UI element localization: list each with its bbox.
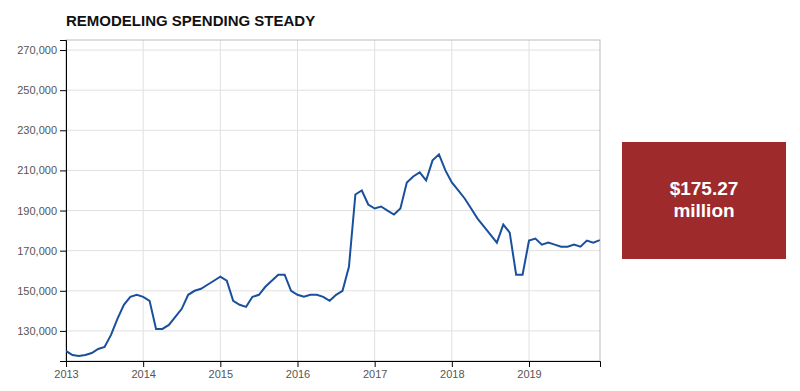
x-tick: 2013 [54,361,78,380]
grid-line-x [451,40,452,361]
y-axis-line [60,41,67,362]
x-tick-label: 2013 [54,368,78,380]
grid-line-y [66,290,600,291]
x-tick: 2019 [517,361,541,380]
title: REMODELING SPENDING STEADY [66,12,315,29]
annotation-line: $175.27 [670,178,739,199]
y-tick-mark [60,170,66,171]
y-tick-label: 170,000 [17,245,57,257]
x-tick: 2014 [131,361,155,380]
y-tick: 230,000 [17,124,66,136]
grid-line-x [220,40,221,361]
y-tick-label: 130,000 [17,325,57,337]
grid [66,40,600,361]
y-tick-mark [60,130,66,131]
y-tick-label: 190,000 [17,205,57,217]
grid-line-x [529,40,530,361]
y-tick-mark [60,331,66,332]
x-tick: 2016 [286,361,310,380]
y-tick-mark [60,291,66,292]
annotation-box [622,142,786,259]
x-tick-mark [220,361,221,367]
x-tick-label: 2016 [286,368,310,380]
grid-line-x [143,40,144,361]
grid-line-y [66,210,600,211]
y-tick: 210,000 [17,164,66,176]
x-tick-label: 2018 [440,368,464,380]
grid-line-y [66,170,600,171]
y-tick: 170,000 [17,245,66,257]
y-tick-label: 210,000 [17,164,57,176]
chart: 130,000 150,000 170,000 190,000 210,000 230,0… [0,0,800,391]
grid-line-y [66,250,600,251]
x-tick-label: 2015 [209,368,233,380]
plot: 130,000 150,000 170,000 190,000 210,000 230,0… [17,40,600,380]
x-tick-label: 2014 [131,368,155,380]
x-tick-mark [529,361,530,367]
x-tick: 2017 [363,361,387,380]
x-tick-label: 2017 [363,368,387,380]
y-axis: 130,000 150,000 170,000 190,000 210,000 230,0… [17,41,66,362]
line [66,154,600,356]
annotation-text: $175.27million [670,178,739,221]
y-tick-mark [60,50,66,51]
y-tick-label: 250,000 [17,84,57,96]
y-tick-mark [60,251,66,252]
x-axis: 2013 2014 2015 2016 2017 2018 2019 [54,361,600,380]
grid-line-y [66,90,600,91]
y-tick: 190,000 [17,205,66,217]
x-tick: 2018 [440,361,464,380]
x-tick-mark [452,361,453,367]
grid-line-y [66,50,600,51]
grid-line-y [66,330,600,331]
y-tick-mark [60,211,66,212]
x-tick-mark [143,361,144,367]
x-tick-label: 2019 [517,368,541,380]
x-axis-line [67,362,601,368]
annotation: $175.27million [622,142,786,259]
annotation-line: million [673,200,734,221]
y-tick: 130,000 [17,325,66,337]
y-tick-label: 150,000 [17,285,57,297]
x-tick-mark [298,361,299,367]
grid-line-y [66,130,600,131]
marks [66,154,600,356]
y-tick: 250,000 [17,84,66,96]
grid-line-x [374,40,375,361]
y-tick-label: 230,000 [17,124,57,136]
x-tick-mark [66,361,67,367]
y-tick: 270,000 [17,44,66,56]
x-tick-mark [375,361,376,367]
grid-line-x [297,40,298,361]
y-tick-mark [60,90,66,91]
y-tick: 150,000 [17,285,66,297]
plot-frame [66,40,600,361]
x-tick: 2015 [209,361,233,380]
y-tick-label: 270,000 [17,44,57,56]
